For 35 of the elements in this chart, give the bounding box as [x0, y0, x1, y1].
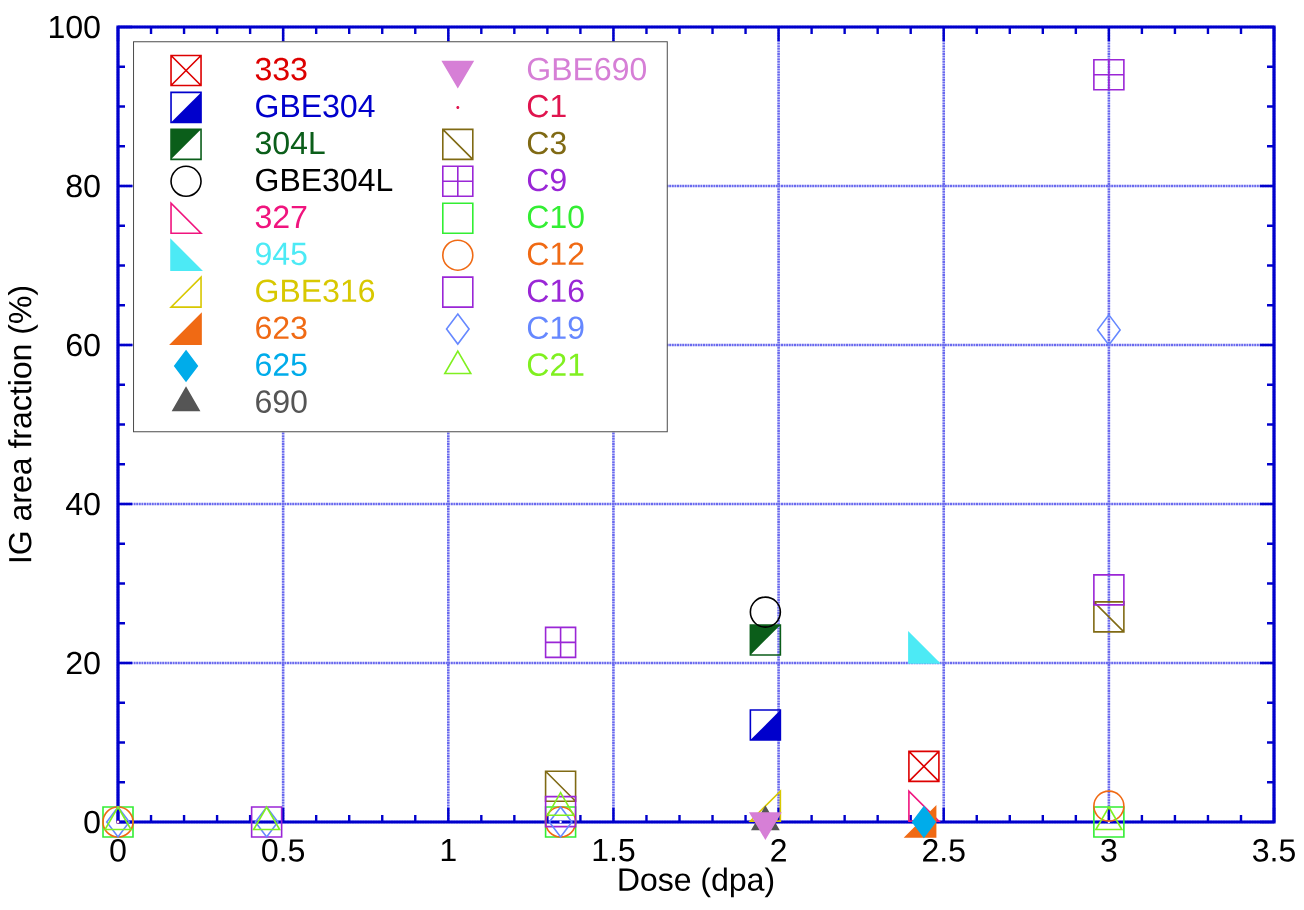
legend-label: C21 — [527, 353, 584, 377]
legend-label: 945 — [256, 242, 307, 266]
legend-label: C1 — [527, 94, 566, 118]
legend-label: 625 — [256, 353, 307, 377]
x-tick-label: 2 — [771, 839, 786, 862]
y-tick-label: 80 — [66, 174, 100, 198]
legend-label: C12 — [527, 242, 584, 266]
legend-label: C19 — [527, 316, 584, 340]
legend-label: 333 — [255, 57, 307, 81]
x-tick-label: 1 — [441, 839, 456, 862]
legend-label: C10 — [527, 205, 584, 229]
x-axis-title: Dose (dpa) — [619, 867, 774, 898]
legend-label: 623 — [256, 316, 307, 340]
y-tick-label: 40 — [66, 492, 100, 516]
y-tick-label: 20 — [66, 651, 100, 675]
x-tick-label: 0 — [110, 839, 126, 862]
legend-label: C16 — [527, 279, 584, 303]
legend-label: GBE690 — [527, 57, 646, 81]
x-tick-label: 2.5 — [923, 839, 965, 862]
x-tick-label: 3 — [1101, 839, 1117, 862]
legend-label: GBE316 — [256, 279, 375, 303]
legend-label: 327 — [255, 205, 307, 229]
y-axis-title: IG area fraction (%) — [8, 286, 38, 562]
y-tick-label: 60 — [66, 333, 100, 357]
legend-label: 690 — [256, 390, 307, 413]
legend-label: C9 — [527, 168, 566, 192]
x-tick-label: 1.5 — [593, 839, 635, 862]
x-tick-label: 0.5 — [262, 839, 305, 862]
legend-label: 304L — [255, 131, 325, 155]
y-tick-label: 0 — [84, 810, 100, 834]
legend-label: GBE304L — [256, 168, 393, 192]
y-tick-label: 100 — [49, 15, 100, 39]
legend-label: GBE304 — [256, 94, 375, 118]
x-tick-label: 3.5 — [1253, 839, 1295, 862]
legend-label: C3 — [527, 131, 566, 155]
